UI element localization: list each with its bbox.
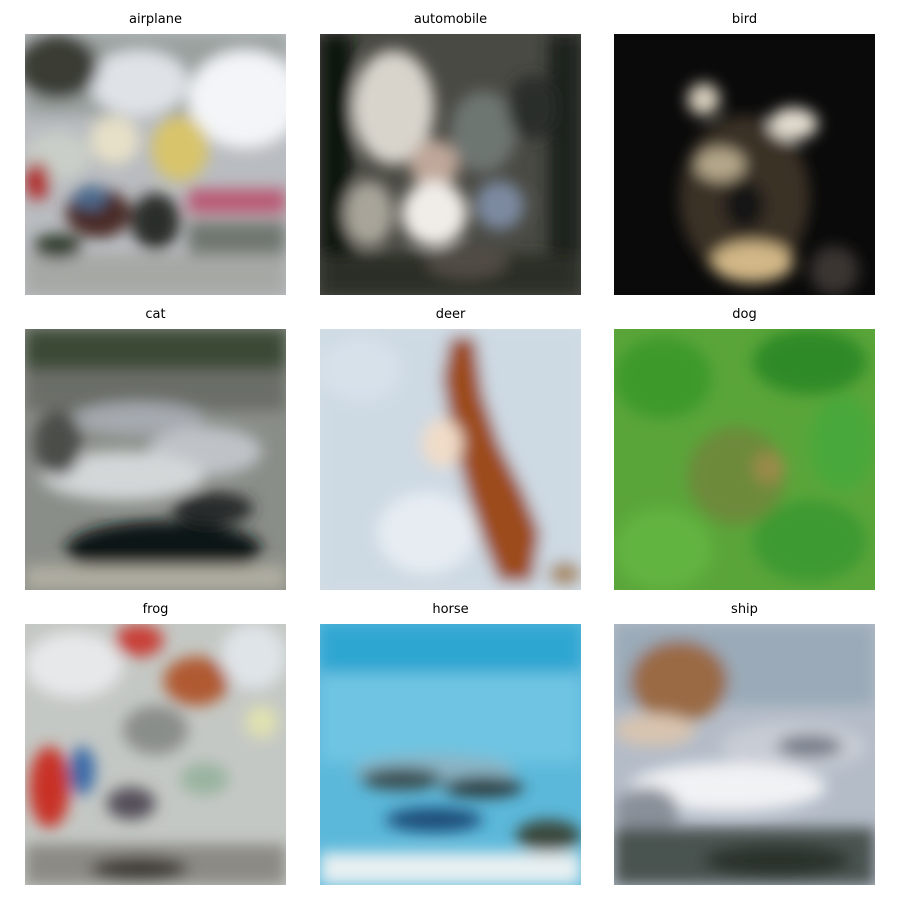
blurry-sample-picture: [25, 624, 286, 885]
blurry-sample-picture: [614, 34, 875, 295]
blurry-sample-picture: [614, 329, 875, 590]
generated-image: [320, 624, 581, 885]
panel-title: cat: [145, 307, 166, 322]
blurry-sample-picture: [25, 34, 286, 295]
generated-image: [25, 624, 286, 885]
panel-title: horse: [432, 602, 469, 617]
generated-image: [614, 329, 875, 590]
generated-image: [614, 34, 875, 295]
panel-title: dog: [732, 307, 757, 322]
generated-image: [25, 329, 286, 590]
generated-image: [320, 34, 581, 295]
panel-title: bird: [731, 12, 758, 27]
panel-title: ship: [731, 602, 758, 617]
blurry-sample-picture: [320, 34, 581, 295]
panel-title: automobile: [413, 12, 488, 27]
blurry-sample-picture: [320, 329, 581, 590]
panel-title: deer: [435, 307, 466, 322]
generated-image: [25, 34, 286, 295]
generated-image: [614, 624, 875, 885]
panel-title: airplane: [129, 12, 182, 27]
blurry-sample-picture: [614, 624, 875, 885]
blurry-sample-picture: [25, 329, 286, 590]
generated-image: [320, 329, 581, 590]
blurry-sample-picture: [320, 624, 581, 885]
panel-title: frog: [142, 602, 169, 617]
